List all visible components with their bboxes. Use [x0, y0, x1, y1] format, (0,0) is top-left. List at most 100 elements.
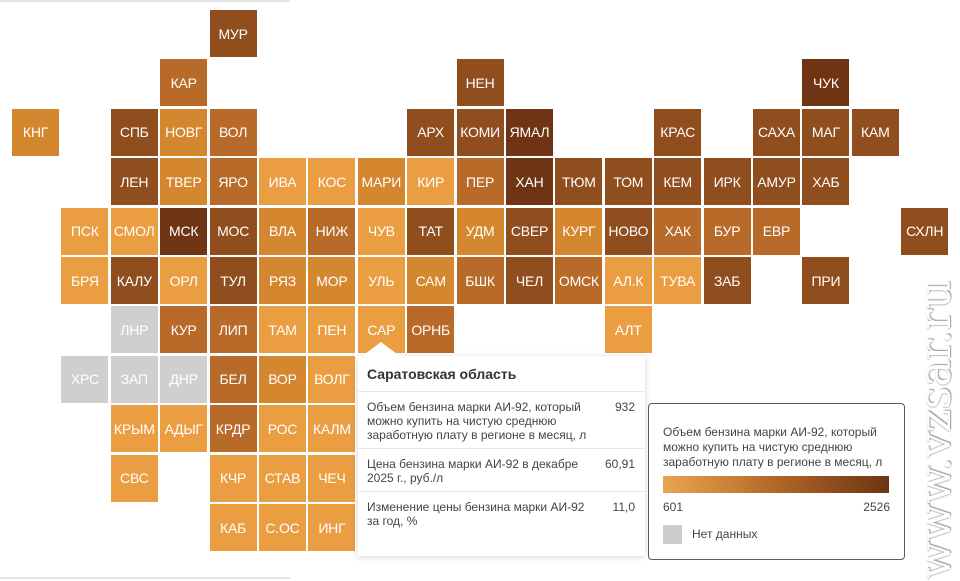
- region-tile[interactable]: ПСК: [61, 207, 109, 255]
- region-tile[interactable]: КНГ: [12, 108, 59, 156]
- region-tile[interactable]: СХЛН: [901, 207, 949, 255]
- region-tile[interactable]: ДНР: [160, 355, 208, 403]
- region-tile[interactable]: РОС: [259, 405, 306, 453]
- region-tile[interactable]: НОВГ: [160, 108, 208, 156]
- region-tile[interactable]: ВОЛ: [209, 108, 257, 156]
- region-tile[interactable]: ОРЛ: [160, 257, 208, 304]
- region-tile[interactable]: КЕМ: [654, 158, 702, 206]
- region-tile[interactable]: УЛЬ: [357, 257, 405, 304]
- region-tile[interactable]: МОС: [209, 207, 257, 255]
- region-tile[interactable]: ЧЕЧ: [308, 454, 356, 502]
- region-tile[interactable]: СМОЛ: [110, 207, 158, 255]
- tooltip-label: Изменение цены бензина марки АИ-92 за го…: [367, 500, 585, 528]
- region-tile[interactable]: ТЮМ: [555, 158, 603, 206]
- region-tile[interactable]: ИРК: [703, 158, 751, 206]
- region-tile[interactable]: ЕВР: [753, 207, 800, 255]
- region-tile[interactable]: СВС: [110, 454, 158, 502]
- region-tile[interactable]: МОР: [308, 257, 356, 304]
- no-data-swatch: [663, 525, 682, 544]
- region-tile[interactable]: КАР: [160, 59, 208, 107]
- region-tile[interactable]: АДЫГ: [160, 405, 208, 453]
- region-tile[interactable]: КУРГ: [555, 207, 603, 255]
- region-tile[interactable]: КЧР: [209, 454, 257, 502]
- region-tile[interactable]: КУР: [160, 306, 208, 354]
- region-tile[interactable]: БУР: [703, 207, 751, 255]
- region-tile[interactable]: ЧУВ: [357, 207, 405, 255]
- region-tile[interactable]: ЗАП: [110, 355, 158, 403]
- region-tile[interactable]: КРДР: [209, 405, 257, 453]
- region-tile[interactable]: ВЛА: [259, 207, 306, 255]
- tooltip-label: Цена бензина марки АИ-92 в декабре 2025 …: [367, 457, 579, 485]
- legend-max: 2526: [863, 500, 890, 514]
- region-tile[interactable]: С.ОС: [259, 504, 306, 551]
- region-tile[interactable]: ЛЕН: [110, 158, 158, 206]
- region-tile[interactable]: ЯМАЛ: [506, 108, 553, 156]
- region-tile[interactable]: ТОМ: [604, 158, 652, 206]
- region-tile[interactable]: КРАС: [654, 108, 702, 156]
- region-tile[interactable]: ПЕР: [456, 158, 504, 206]
- region-tile[interactable]: МАГ: [802, 108, 850, 156]
- tooltip-row-volume: Объем бензина марки АИ-92, который можно…: [358, 392, 645, 449]
- region-tile[interactable]: ТВЕР: [160, 158, 208, 206]
- region-tile[interactable]: ЧЕЛ: [506, 257, 553, 304]
- tooltip-row-price: Цена бензина марки АИ-92 в декабре 2025 …: [358, 449, 645, 492]
- region-tile[interactable]: МАРИ: [357, 158, 405, 206]
- region-tile[interactable]: ТАТ: [407, 207, 455, 255]
- region-tile[interactable]: САМ: [407, 257, 455, 304]
- region-tile[interactable]: БЕЛ: [209, 355, 257, 403]
- region-tile[interactable]: ВОЛГ: [308, 355, 356, 403]
- region-tile[interactable]: НОВО: [604, 207, 652, 255]
- region-tile[interactable]: МСК: [160, 207, 208, 255]
- legend-gradient-bar: [663, 476, 889, 493]
- region-tile[interactable]: КОС: [308, 158, 356, 206]
- region-tile[interactable]: АЛ.К: [604, 257, 652, 304]
- region-tile[interactable]: АЛТ: [604, 306, 652, 354]
- region-tile[interactable]: ВОР: [259, 355, 306, 403]
- region-tile[interactable]: УДМ: [456, 207, 504, 255]
- region-tile[interactable]: ОРНБ: [407, 306, 455, 354]
- region-tile[interactable]: ХАБ: [802, 158, 850, 206]
- region-tile[interactable]: КАМ: [851, 108, 899, 156]
- region-tile[interactable]: КАБ: [209, 504, 257, 551]
- region-tile[interactable]: МУР: [209, 10, 257, 57]
- region-tile[interactable]: САХА: [753, 108, 800, 156]
- region-tile[interactable]: КАЛМ: [308, 405, 356, 453]
- region-tile[interactable]: ТАМ: [259, 306, 306, 354]
- region-tile[interactable]: ХРС: [61, 355, 109, 403]
- region-tile[interactable]: РЯЗ: [259, 257, 306, 304]
- region-tile[interactable]: ЛНР: [110, 306, 158, 354]
- region-tile[interactable]: КОМИ: [456, 108, 504, 156]
- region-tile[interactable]: НЕН: [456, 59, 504, 107]
- region-tile[interactable]: КАЛУ: [110, 257, 158, 304]
- region-tile[interactable]: АМУР: [753, 158, 800, 206]
- region-tile[interactable]: ТУВА: [654, 257, 702, 304]
- region-tile[interactable]: ТУЛ: [209, 257, 257, 304]
- color-legend: Объем бензина марки АИ-92, который можно…: [648, 403, 905, 560]
- region-tile[interactable]: ЧУК: [802, 59, 850, 107]
- region-tile[interactable]: ЗАБ: [703, 257, 751, 304]
- region-tile[interactable]: ЯРО: [209, 158, 257, 206]
- no-data-label: Нет данных: [692, 527, 758, 541]
- region-tile[interactable]: ИВА: [259, 158, 306, 206]
- region-tile[interactable]: ХАН: [506, 158, 553, 206]
- region-tile[interactable]: НИЖ: [308, 207, 356, 255]
- region-tile[interactable]: БШК: [456, 257, 504, 304]
- region-tile[interactable]: АРХ: [407, 108, 455, 156]
- region-tile[interactable]: СПБ: [110, 108, 158, 156]
- tooltip-value: 60,91: [604, 457, 635, 471]
- legend-min: 601: [663, 500, 684, 514]
- region-tile[interactable]: ХАК: [654, 207, 702, 255]
- region-tile[interactable]: БРЯ: [61, 257, 109, 304]
- region-tile[interactable]: ОМСК: [555, 257, 603, 304]
- region-tile[interactable]: ПЕН: [308, 306, 356, 354]
- bottom-divider: [0, 577, 290, 579]
- region-tile[interactable]: СТАВ: [259, 454, 306, 502]
- region-tile[interactable]: КИР: [407, 158, 455, 206]
- region-tile[interactable]: ПРИ: [802, 257, 850, 304]
- region-tile[interactable]: ИНГ: [308, 504, 356, 551]
- watermark: www.vzsar.ru: [910, 280, 960, 579]
- region-tile[interactable]: ЛИП: [209, 306, 257, 354]
- region-tile[interactable]: КРЫМ: [110, 405, 158, 453]
- region-tile[interactable]: СВЕР: [506, 207, 553, 255]
